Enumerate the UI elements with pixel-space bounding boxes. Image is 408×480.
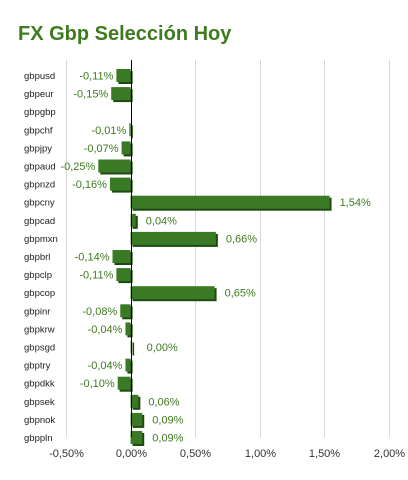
- value-label: -0,14%: [75, 252, 110, 264]
- value-label: 0,00%: [147, 342, 178, 354]
- value-label: -0,01%: [91, 125, 126, 137]
- bar: [130, 213, 136, 227]
- category-label: gbpdkk: [24, 379, 55, 390]
- category-label: gbpcny: [24, 198, 55, 209]
- value-label: -0,04%: [88, 324, 123, 336]
- bar-shadow: [132, 342, 135, 356]
- value-label: 0,09%: [152, 433, 183, 445]
- category-labels: gbpusd gbpeur gbpgbp gbpchf gbpjpy gbpaud gbpn…: [24, 71, 58, 444]
- chart-title: FX Gbp Selección Hoy: [18, 23, 232, 45]
- value-label: 0,06%: [148, 396, 179, 408]
- value-label: 0,65%: [225, 288, 256, 300]
- value-label: 0,04%: [146, 215, 177, 227]
- x-axis-ticks: -0,50% 0,00% 0,50% 1,00% 1,50% 2,00%: [49, 448, 405, 460]
- bar: [125, 322, 131, 336]
- value-label: -0,15%: [73, 89, 108, 101]
- value-label: -0,25%: [60, 161, 95, 173]
- bar: [120, 304, 131, 318]
- bar: [112, 250, 131, 263]
- bars: [98, 60, 332, 446]
- value-label: -0,07%: [84, 143, 119, 155]
- bar: [116, 268, 131, 282]
- x-tick-label: 2,00%: [374, 448, 405, 460]
- category-label: gbpcad: [24, 216, 55, 227]
- bar: [130, 412, 143, 426]
- value-label: 0,09%: [152, 414, 183, 426]
- category-label: gbpgbp: [24, 107, 56, 118]
- category-label: gbpmxn: [24, 234, 58, 245]
- category-label: gbppln: [24, 433, 53, 444]
- category-label: gbpnzd: [24, 180, 55, 191]
- bar: [117, 376, 131, 390]
- bar: [98, 159, 131, 173]
- category-label: gbpsgd: [24, 343, 55, 354]
- grid-lines: [66, 60, 390, 437]
- bar: [125, 358, 131, 372]
- bar: [116, 69, 131, 82]
- category-label: gbpbrl: [24, 252, 50, 263]
- bar: [130, 431, 143, 444]
- value-label: -0,04%: [88, 360, 123, 372]
- category-label: gbpkrw: [24, 324, 55, 335]
- category-label: gbptry: [24, 361, 51, 372]
- value-label: -0,16%: [72, 179, 107, 191]
- bar: [111, 87, 131, 101]
- category-label: gbpchf: [24, 125, 53, 136]
- category-label: gbpjpy: [24, 143, 52, 154]
- value-labels: -0,11% -0,15% -0,01% -0,07% -0,25% -0,16% 1,54…: [60, 71, 371, 445]
- bar: [130, 231, 216, 245]
- bar: [129, 123, 131, 137]
- bar: [109, 177, 131, 191]
- value-label: -0,11%: [79, 270, 113, 282]
- value-label: 1,54%: [340, 197, 371, 209]
- x-tick-label: 1,50%: [309, 448, 340, 460]
- category-label: gbpclp: [24, 270, 52, 281]
- bar: [121, 141, 131, 155]
- value-label: -0,11%: [79, 71, 113, 83]
- x-tick-label: 0,00%: [116, 448, 147, 460]
- category-label: gbpinr: [24, 306, 50, 317]
- category-label: gbpnok: [24, 415, 55, 426]
- category-label: gbpsek: [24, 397, 55, 408]
- bar: [130, 394, 139, 408]
- x-tick-label: -0,50%: [49, 448, 84, 460]
- value-label: 0,66%: [226, 233, 257, 245]
- x-tick-label: 1,00%: [245, 448, 276, 460]
- category-label: gbpaud: [24, 162, 56, 173]
- category-label: gbpcop: [24, 288, 55, 299]
- bar: [130, 286, 215, 300]
- category-label: gbpeur: [24, 89, 54, 100]
- value-label: -0,10%: [80, 378, 115, 390]
- bar-shadow: [131, 125, 133, 139]
- bar: [130, 195, 330, 209]
- x-tick-label: 0,50%: [180, 448, 211, 460]
- value-label: -0,08%: [82, 306, 117, 318]
- category-label: gbpusd: [24, 71, 55, 82]
